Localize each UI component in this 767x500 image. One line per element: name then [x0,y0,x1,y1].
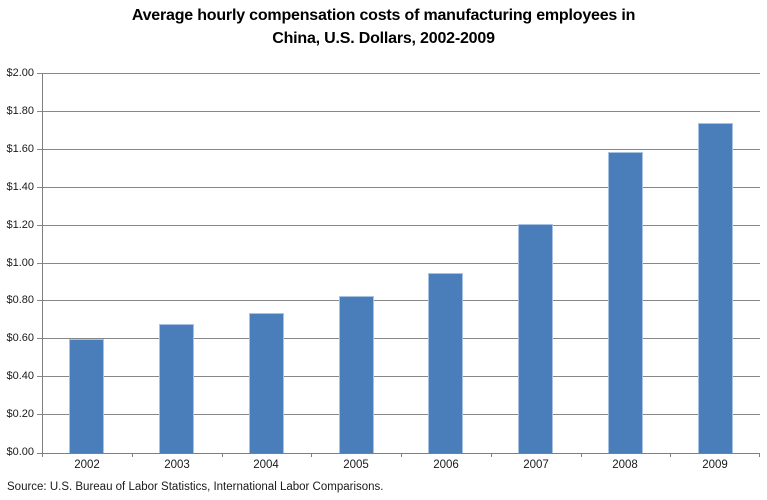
y-axis-label: $2.00 [6,67,34,79]
source-note: Source: U.S. Bureau of Labor Statistics,… [7,481,384,493]
x-axis-label-2007: 2007 [523,459,549,471]
y-axis-label: $1.40 [6,181,34,193]
bar-2009 [698,123,733,453]
x-axis-tick [491,453,492,457]
bar-2004 [249,313,284,453]
y-axis-label: $0.20 [6,408,34,420]
gridline-1.00 [37,263,760,264]
gridline-1.60 [37,149,760,150]
x-axis-tick [311,453,312,457]
y-axis-label: $1.00 [6,257,34,269]
x-axis-label-2008: 2008 [612,459,638,471]
gridline-0.40 [37,376,760,377]
gridline-0.00 [37,453,760,454]
gridline-0.20 [37,414,760,415]
y-axis-label: $1.80 [6,105,34,117]
x-axis-tick [401,453,402,457]
plot-area: $0.00 $0.20 $0.40 $0.60 $0.80 $1.00 $1.20 $1.40… [6,67,760,471]
y-axis-line [42,74,43,453]
x-axis-tick [759,453,760,457]
chart-title-line2: China, U.S. Dollars, 2002-2009 [272,30,495,47]
x-axis-label-2002: 2002 [74,459,100,471]
y-axis-label: $0.00 [6,446,34,458]
y-axis-label: $0.60 [6,332,34,344]
y-axis-label: $0.40 [6,370,34,382]
y-axis-label: $0.80 [6,294,34,306]
x-axis-tick [42,453,43,457]
bar-2006 [428,273,463,453]
gridline-0.80 [37,300,760,301]
bar-2007 [518,224,553,453]
bar-2008 [608,152,643,453]
x-axis-tick [132,453,133,457]
gridline-1.80 [37,111,760,112]
x-axis-tick [581,453,582,457]
x-axis-tick [222,453,223,457]
x-axis-label-2003: 2003 [164,459,190,471]
y-axis-label: $1.60 [6,143,34,155]
y-axis-label: $1.20 [6,219,34,231]
bar-2005 [339,296,374,453]
chart-title: Average hourly compensation costs of man… [0,4,767,50]
x-axis-label-2009: 2009 [702,459,728,471]
x-axis-label-2005: 2005 [343,459,369,471]
gridline-1.40 [37,187,760,188]
gridline-1.20 [37,225,760,226]
x-axis-label-2004: 2004 [253,459,279,471]
gridline-2.00 [37,73,760,74]
bar-2002 [69,339,104,453]
bar-2003 [159,324,194,453]
gridline-0.60 [37,338,760,339]
chart-title-line1: Average hourly compensation costs of man… [131,7,636,24]
x-axis-tick [670,453,671,457]
x-axis-label-2006: 2006 [433,459,459,471]
